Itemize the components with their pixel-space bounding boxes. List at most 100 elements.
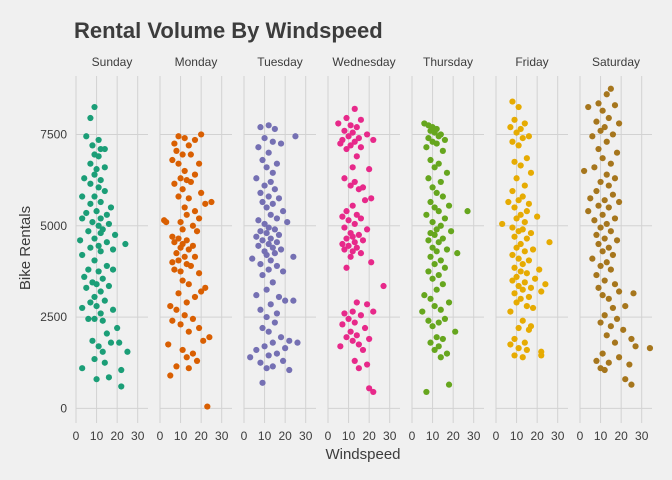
data-point <box>97 177 104 184</box>
facet-panels: Sunday 0 10 20 30 Monday 0 10 20 30 Tuesday 0 10 20 30… <box>73 55 654 443</box>
data-point <box>599 248 606 255</box>
data-point <box>279 208 287 215</box>
data-point <box>601 124 608 131</box>
data-point <box>271 250 278 257</box>
data-point <box>507 308 514 315</box>
data-point <box>175 257 182 264</box>
facet-panel-friday: Friday 0 10 20 30 <box>493 55 568 443</box>
data-point <box>439 235 446 242</box>
y-tick-label: 2500 <box>40 310 67 324</box>
data-point <box>609 251 617 259</box>
data-point <box>275 231 283 238</box>
data-point <box>183 237 190 244</box>
y-tick-label: 0 <box>60 401 67 415</box>
data-point <box>191 136 199 144</box>
data-point <box>79 251 86 259</box>
data-point <box>423 144 430 151</box>
data-point <box>97 215 104 222</box>
data-point <box>105 282 113 290</box>
data-point <box>355 134 362 142</box>
data-point <box>341 224 348 231</box>
data-point <box>253 175 260 182</box>
data-point <box>253 292 260 299</box>
data-point <box>439 193 446 200</box>
data-point <box>351 239 358 246</box>
data-point <box>263 313 270 321</box>
x-tick-label: 0 <box>325 429 332 443</box>
facet-label: Monday <box>175 55 218 69</box>
data-point <box>347 142 354 149</box>
data-point <box>335 120 342 127</box>
facet-label: Thursday <box>423 55 473 69</box>
data-point <box>419 308 426 315</box>
data-point <box>351 138 358 145</box>
data-point <box>353 153 360 160</box>
data-point <box>597 262 604 270</box>
data-point <box>275 293 283 301</box>
x-tick-label: 30 <box>299 429 313 443</box>
data-point <box>185 195 192 202</box>
data-point <box>83 133 90 140</box>
data-point <box>353 124 360 131</box>
data-point <box>443 169 451 176</box>
facet-label: Friday <box>515 55 548 69</box>
data-point <box>279 357 287 365</box>
data-point <box>620 326 627 333</box>
data-point <box>523 208 530 215</box>
data-point <box>527 229 535 237</box>
data-point <box>341 127 348 134</box>
data-point <box>204 403 211 410</box>
data-point <box>609 191 617 198</box>
data-point <box>163 219 170 226</box>
data-point <box>351 105 358 112</box>
data-point <box>99 275 106 282</box>
data-point <box>521 339 528 346</box>
data-point <box>265 193 272 200</box>
x-tick-label: 10 <box>90 429 104 443</box>
data-point <box>427 339 434 346</box>
data-point <box>425 175 432 182</box>
data-point <box>259 198 266 206</box>
data-point <box>511 116 518 123</box>
data-point <box>263 164 270 171</box>
data-point <box>581 167 588 175</box>
facet-label: Tuesday <box>257 55 303 69</box>
data-point <box>427 156 434 164</box>
data-point <box>175 133 182 140</box>
data-point <box>349 129 356 136</box>
data-point <box>587 195 594 202</box>
data-point <box>93 281 100 288</box>
x-tick-label: 20 <box>446 429 460 443</box>
data-point <box>615 354 623 361</box>
data-point <box>261 182 268 189</box>
x-tick-label: 30 <box>635 429 649 443</box>
data-point <box>628 335 635 343</box>
x-tick-label: 0 <box>493 429 500 443</box>
facet-panel-saturday: Saturday 0 10 20 30 <box>577 55 654 443</box>
data-point <box>177 219 184 226</box>
data-point <box>341 310 348 317</box>
data-point <box>431 231 438 238</box>
facet-panel-thursday: Thursday 0 10 20 30 <box>409 55 484 443</box>
data-point <box>435 271 442 279</box>
data-point <box>263 286 270 293</box>
data-point <box>175 160 182 167</box>
data-point <box>103 330 110 337</box>
data-point <box>290 297 297 304</box>
data-point <box>286 337 293 344</box>
data-point <box>208 198 215 206</box>
data-point <box>263 365 270 372</box>
data-point <box>605 182 612 189</box>
data-point <box>206 334 213 341</box>
data-point <box>99 348 106 355</box>
x-tick-label: 0 <box>577 429 584 443</box>
data-point <box>269 169 276 176</box>
data-point <box>515 324 522 332</box>
data-point <box>441 264 449 271</box>
x-tick-label: 30 <box>215 429 229 443</box>
x-tick-label: 10 <box>342 429 356 443</box>
data-point <box>273 215 281 222</box>
data-point <box>259 324 266 332</box>
data-point <box>171 266 178 273</box>
